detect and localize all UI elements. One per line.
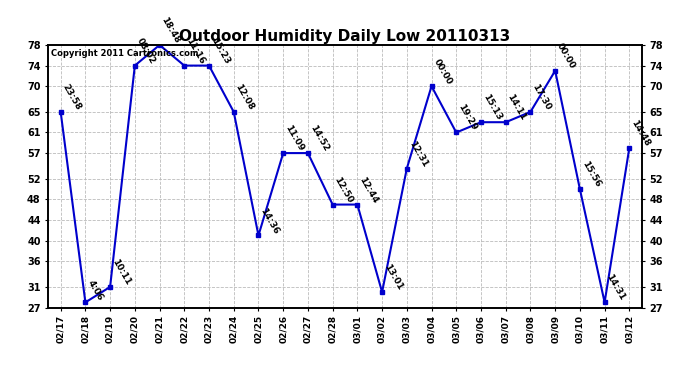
Text: 17:30: 17:30 (531, 82, 553, 112)
Text: 15:13: 15:13 (481, 93, 503, 122)
Text: 00:00: 00:00 (431, 57, 453, 86)
Text: 14:11: 14:11 (506, 93, 528, 122)
Text: 11:09: 11:09 (283, 124, 305, 153)
Text: 08:02: 08:02 (135, 36, 157, 66)
Text: 11:16: 11:16 (184, 36, 206, 66)
Text: 19:29: 19:29 (456, 103, 478, 132)
Text: 12:31: 12:31 (407, 139, 429, 168)
Text: 23:58: 23:58 (61, 82, 83, 112)
Text: 15:56: 15:56 (580, 160, 602, 189)
Text: 14:48: 14:48 (629, 118, 651, 148)
Text: 14:36: 14:36 (259, 206, 281, 236)
Text: 13:01: 13:01 (382, 263, 404, 292)
Title: Outdoor Humidity Daily Low 20110313: Outdoor Humidity Daily Low 20110313 (179, 29, 511, 44)
Text: 4:06: 4:06 (86, 279, 104, 302)
Text: 18:48: 18:48 (159, 16, 181, 45)
Text: 14:31: 14:31 (604, 273, 627, 302)
Text: 12:44: 12:44 (357, 175, 380, 204)
Text: 12:08: 12:08 (234, 83, 256, 112)
Text: Copyright 2011 Cartronics.com: Copyright 2011 Cartronics.com (51, 49, 199, 58)
Text: 10:11: 10:11 (110, 258, 132, 287)
Text: 14:52: 14:52 (308, 124, 330, 153)
Text: 15:23: 15:23 (209, 36, 231, 66)
Text: 12:50: 12:50 (333, 176, 355, 204)
Text: 00:00: 00:00 (555, 42, 577, 71)
